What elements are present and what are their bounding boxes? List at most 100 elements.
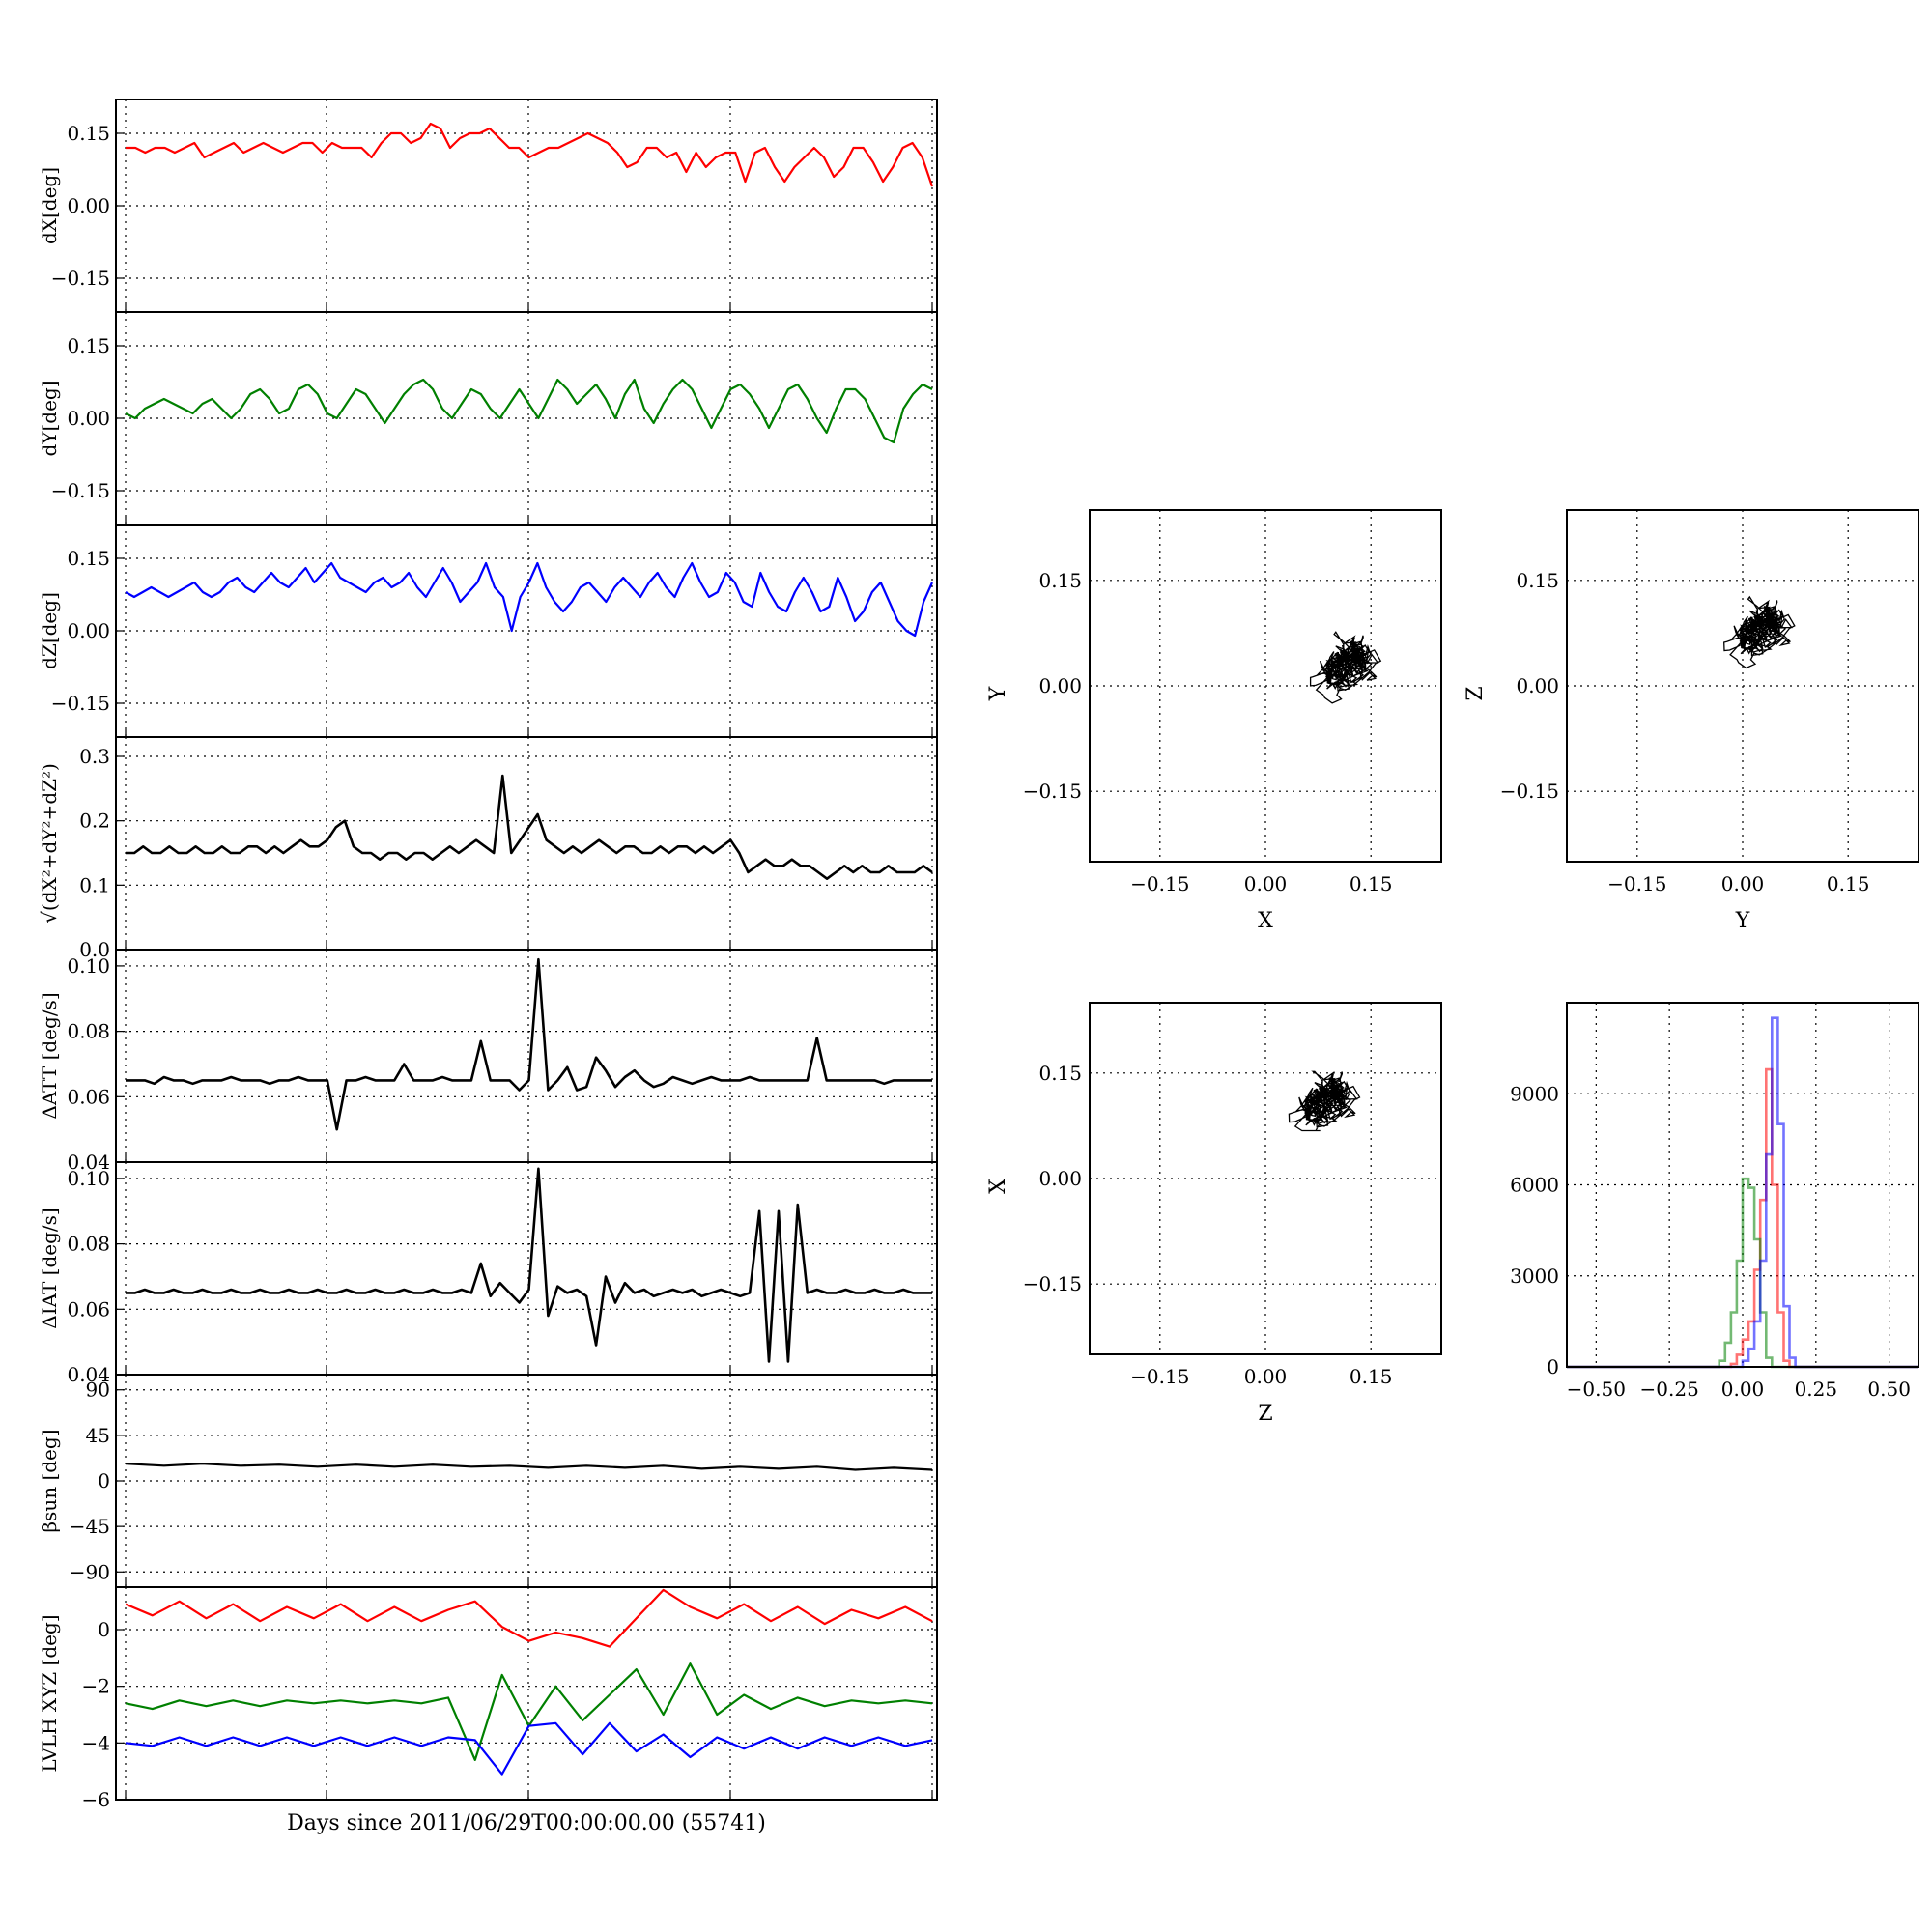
panel-frame xyxy=(115,1161,938,1376)
panel-frame xyxy=(1089,1002,1442,1355)
panel-dX: −0.15 0.00 0.15 dX[deg] xyxy=(38,99,938,313)
y-tick-label: 0.15 xyxy=(67,334,110,357)
y-tick-label: 0.15 xyxy=(67,547,110,570)
panel-scatZX: −0.15 −0.15 0.00 0.00 0.15 0.15 Z X xyxy=(986,1002,1442,1426)
panel-frame xyxy=(115,736,938,951)
y-tick-label: −4 xyxy=(82,1731,110,1754)
panel-diat: 0.04 0.06 0.08 0.10 ΔIAT [deg/s] xyxy=(38,1161,938,1386)
panel-mag: 0.0 0.1 0.2 0.3 √(dX²+dY²+dZ²) xyxy=(38,736,938,961)
y-tick-label: 0.04 xyxy=(67,1151,110,1174)
panel-hist: −0.50 −0.25 0.00 0.25 0.50 0 3000 6000 9000 xyxy=(1510,1002,1919,1401)
y-axis-label: dX[deg] xyxy=(38,167,61,244)
y-tick-label: 0.04 xyxy=(67,1363,110,1386)
y-tick-label: 0.00 xyxy=(67,407,110,430)
x-tick-label: 0.00 xyxy=(1721,1378,1765,1401)
y-tick-label: 0.3 xyxy=(79,745,110,768)
y-tick-label: 0.00 xyxy=(1516,674,1559,697)
panel-frame xyxy=(1566,509,1919,863)
plots-layer: −0.150.000.15dX[deg]−0.150.000.15dY[deg]… xyxy=(38,99,1919,1811)
y-axis-label: √(dX²+dY²+dZ²) xyxy=(38,763,61,923)
histogram-series-1 xyxy=(1567,1177,1918,1369)
y-tick-label: 6000 xyxy=(1510,1174,1559,1197)
series-line-lvlh-0 xyxy=(125,1588,933,1648)
y-tick-label: −0.15 xyxy=(51,479,110,502)
y-axis-label: dY[deg] xyxy=(38,380,61,456)
y-tick-label: 0.15 xyxy=(67,122,110,145)
y-axis-label: ΔATT [deg/s] xyxy=(38,992,61,1119)
series-line-dZ-0 xyxy=(125,561,934,638)
x-tick-label: 0.50 xyxy=(1867,1378,1911,1401)
x-tick-label: −0.50 xyxy=(1567,1378,1626,1401)
y-tick-label: 0.15 xyxy=(1516,569,1559,592)
series-line-dY-0 xyxy=(125,378,933,444)
y-tick-label: −0.15 xyxy=(1023,780,1082,803)
y-tick-label: 0.15 xyxy=(1038,1062,1082,1085)
y-tick-label: −0.15 xyxy=(1500,780,1559,803)
y-tick-label: 0.10 xyxy=(67,1167,110,1190)
y-axis-label: ΔIAT [deg/s] xyxy=(38,1208,61,1328)
series-line-beta-0 xyxy=(125,1463,933,1471)
y-tick-label: 0.00 xyxy=(67,194,110,217)
panel-datt: 0.04 0.06 0.08 0.10 ΔATT [deg/s] xyxy=(38,949,938,1174)
y-tick-label: 0.08 xyxy=(67,1020,110,1043)
y-tick-label: 0.2 xyxy=(79,810,110,833)
scatter-points xyxy=(1288,1070,1361,1132)
y-tick-label: 0.15 xyxy=(1038,569,1082,592)
x-tick-label: −0.15 xyxy=(1607,872,1666,895)
panel-scatXY: −0.15 −0.15 0.00 0.00 0.15 0.15 X Y xyxy=(986,509,1442,933)
y-tick-label: −45 xyxy=(70,1515,110,1538)
panel-scatYZ: −0.15 −0.15 0.00 0.00 0.15 0.15 Y Z xyxy=(1463,509,1919,933)
panel-dY: −0.15 0.00 0.15 dY[deg] xyxy=(38,311,938,526)
y-tick-label: 0.00 xyxy=(1038,1167,1082,1190)
series-line-datt-0 xyxy=(126,957,932,1131)
x-axis-label: Y xyxy=(1735,909,1750,933)
scatter-points xyxy=(1309,631,1382,704)
y-tick-label: 3000 xyxy=(1510,1264,1559,1288)
y-tick-label: −0.15 xyxy=(51,267,110,290)
y-tick-label: 0.1 xyxy=(79,873,110,896)
y-tick-label: 0.06 xyxy=(67,1297,110,1321)
shared-x-axis-label: Days since 2011/06/29T00:00:00.00 (55741… xyxy=(287,1811,766,1835)
y-tick-label: 0.06 xyxy=(67,1085,110,1108)
y-tick-label: −6 xyxy=(82,1788,110,1811)
y-axis-label: dZ[deg] xyxy=(38,592,61,669)
histogram-series-0 xyxy=(1567,1067,1918,1369)
y-tick-label: 0 xyxy=(98,1469,110,1492)
x-tick-label: 0.15 xyxy=(1350,872,1393,895)
y-tick-label: −90 xyxy=(70,1560,110,1583)
y-tick-label: 9000 xyxy=(1510,1082,1559,1105)
x-tick-label: −0.15 xyxy=(1130,872,1189,895)
y-tick-label: 0 xyxy=(98,1618,110,1641)
panel-frame xyxy=(115,1586,938,1801)
y-axis-label: Z xyxy=(1463,686,1488,700)
panel-lvlh: −6 −4 −2 0 LVLH XYZ [deg] xyxy=(38,1586,938,1811)
panel-frame xyxy=(1089,509,1442,863)
x-tick-label: 0.15 xyxy=(1827,872,1870,895)
y-tick-label: −0.15 xyxy=(1023,1272,1082,1295)
y-tick-label: 0.08 xyxy=(67,1233,110,1256)
x-tick-label: 0.00 xyxy=(1721,872,1765,895)
y-axis-label: LVLH XYZ [deg] xyxy=(38,1614,61,1772)
y-tick-label: 0.00 xyxy=(67,619,110,642)
y-tick-label: 0 xyxy=(1547,1355,1559,1378)
y-tick-label: 45 xyxy=(86,1424,110,1447)
x-tick-label: −0.15 xyxy=(1130,1365,1189,1388)
panel-beta: −90 −45 0 45 90 βsun [deg] xyxy=(38,1374,938,1588)
histogram-series-2 xyxy=(1567,1016,1918,1369)
y-axis-label: Y xyxy=(986,686,1010,701)
x-axis-label: Z xyxy=(1258,1402,1272,1426)
panel-frame xyxy=(1566,1002,1919,1368)
series-line-lvlh-1 xyxy=(125,1662,933,1762)
y-tick-label: −2 xyxy=(82,1675,110,1698)
series-line-diat-0 xyxy=(126,1167,932,1363)
x-tick-label: 0.00 xyxy=(1244,1365,1288,1388)
series-line-lvlh-2 xyxy=(125,1721,933,1776)
x-tick-label: 0.15 xyxy=(1350,1365,1393,1388)
x-tick-label: 0.00 xyxy=(1244,872,1288,895)
x-tick-label: 0.25 xyxy=(1795,1378,1838,1401)
y-tick-label: 0.0 xyxy=(79,938,110,961)
y-tick-label: −0.15 xyxy=(51,692,110,715)
y-tick-label: 0.00 xyxy=(1038,674,1082,697)
y-axis-label: βsun [deg] xyxy=(38,1430,61,1533)
